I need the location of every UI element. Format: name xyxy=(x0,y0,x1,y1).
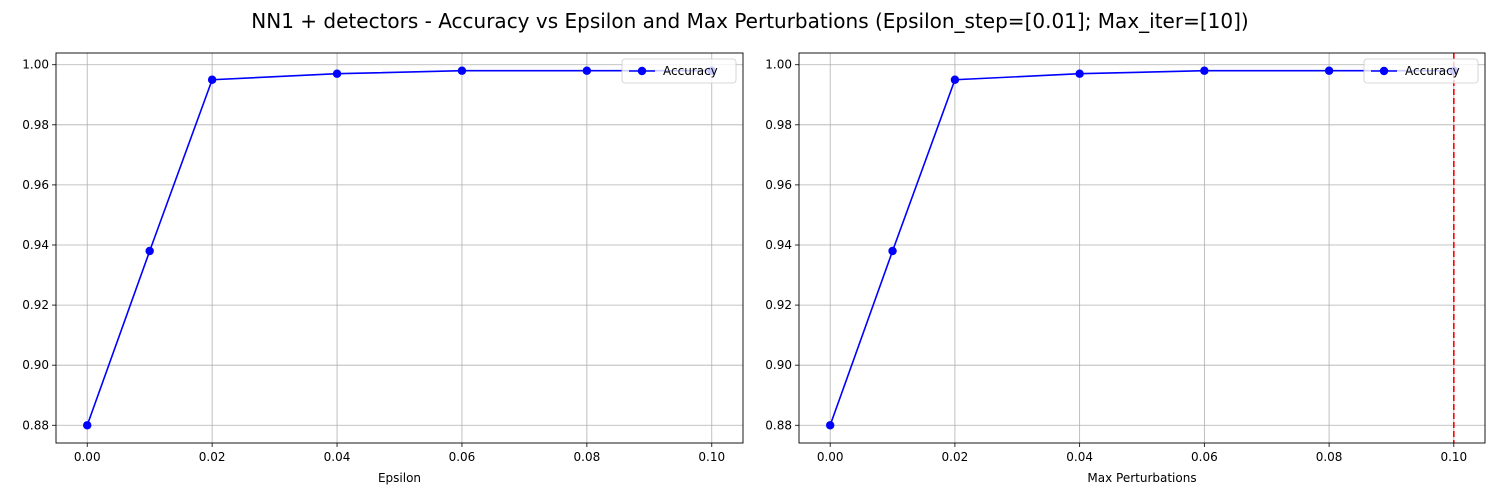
legend-marker xyxy=(1379,66,1389,76)
data-point xyxy=(207,75,217,84)
legend-label: Accuracy xyxy=(1405,64,1460,78)
x-tick-label: 0.02 xyxy=(942,450,969,464)
y-tick-label: 0.96 xyxy=(22,178,49,192)
data-point xyxy=(888,246,897,256)
y-tick-label: 0.92 xyxy=(22,298,49,312)
x-tick-label: 0.04 xyxy=(1066,450,1093,464)
data-point xyxy=(457,66,467,75)
x-tick-label: 0.04 xyxy=(324,450,351,464)
data-point xyxy=(582,66,592,75)
x-tick-label: 0.06 xyxy=(449,450,476,464)
figure-suptitle: NN1 + detectors - Accuracy vs Epsilon an… xyxy=(251,9,1248,33)
y-tick-label: 0.98 xyxy=(22,118,49,132)
series-line-0 xyxy=(829,69,1454,426)
data-point xyxy=(950,75,960,84)
legend-label: Accuracy xyxy=(663,64,718,78)
subplot-right: 0.00 0.02 0.04 0.06 0.08 0.10 0.88 0.90 0.92 0.94… xyxy=(765,52,1486,485)
plot-frame xyxy=(798,52,1486,444)
y-tick-label: 0.94 xyxy=(22,238,49,252)
y-tick-label: 0.96 xyxy=(765,178,792,192)
y-tick-label: 1.00 xyxy=(22,58,49,72)
data-point xyxy=(1324,66,1334,75)
x-tick-label: 0.10 xyxy=(1440,450,1467,464)
x-tick-label: 0.02 xyxy=(199,450,226,464)
x-tick-label: 0.00 xyxy=(74,450,101,464)
x-axis-label: Epsilon xyxy=(378,471,421,485)
data-point xyxy=(1075,69,1084,78)
y-tick-label: 0.94 xyxy=(765,238,792,252)
x-axis-label: Max Perturbations xyxy=(1087,471,1196,485)
x-tick-label: 0.10 xyxy=(698,450,725,464)
y-tick-label: 0.88 xyxy=(765,418,792,432)
data-point xyxy=(332,69,342,78)
x-tick-label: 0.00 xyxy=(817,450,844,464)
data-point xyxy=(83,421,92,430)
data-point xyxy=(1200,66,1209,75)
data-point xyxy=(825,421,835,430)
y-tick-label: 0.92 xyxy=(765,298,792,312)
x-tick-label: 0.06 xyxy=(1191,450,1218,464)
y-tick-label: 1.00 xyxy=(765,58,792,72)
legend-box xyxy=(1363,58,1479,84)
x-tick-label: 0.08 xyxy=(1316,450,1343,464)
y-tick-label: 0.90 xyxy=(22,358,49,372)
y-tick-label: 0.98 xyxy=(765,118,792,132)
legend-box xyxy=(621,58,737,84)
plot-frame xyxy=(55,52,744,444)
series-line-0 xyxy=(86,69,712,426)
y-tick-label: 0.88 xyxy=(22,418,49,432)
data-point xyxy=(145,246,154,256)
x-tick-label: 0.08 xyxy=(574,450,601,464)
legend-marker xyxy=(637,66,647,76)
subplot-left: 0.00 0.02 0.04 0.06 0.08 0.10 0.88 0.90 0.92 0.94… xyxy=(22,52,744,485)
y-tick-label: 0.90 xyxy=(765,358,792,372)
